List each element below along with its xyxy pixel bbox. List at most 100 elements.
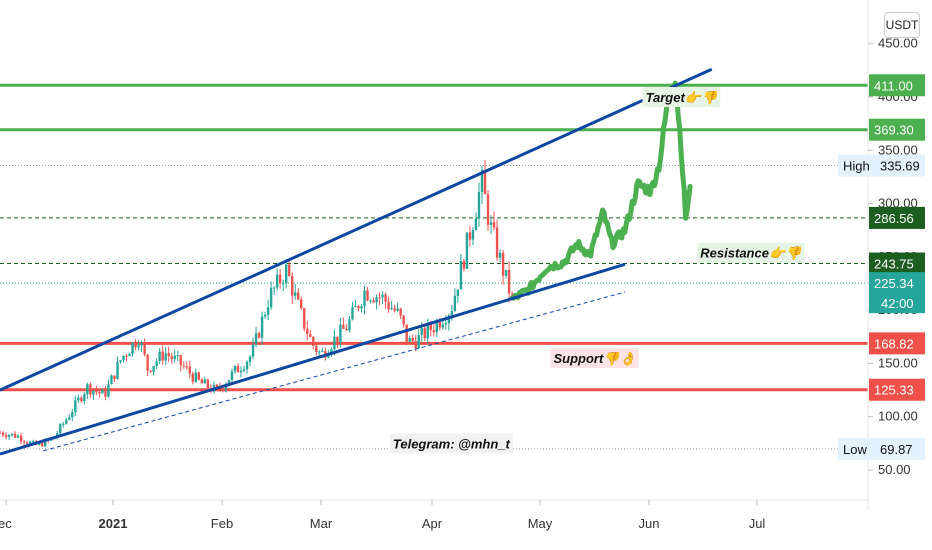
last-price-countdown: 42:00	[881, 296, 914, 311]
candle-body	[492, 222, 496, 228]
candle-body	[194, 372, 198, 382]
candle-body	[417, 334, 420, 349]
candle-body	[366, 290, 369, 301]
candle-body	[354, 305, 357, 308]
candle-body	[137, 345, 140, 348]
candle-body	[411, 338, 414, 341]
y-tick-label: 100.00	[878, 409, 918, 424]
candle-body	[260, 316, 264, 338]
candle-body	[269, 288, 273, 308]
candle-body	[315, 345, 318, 352]
candle-body	[501, 252, 505, 276]
candle-body	[504, 269, 508, 276]
candle-body	[173, 355, 176, 360]
candle-body	[432, 330, 435, 333]
candle-body	[489, 222, 493, 225]
candle-body	[387, 301, 390, 310]
candle-body	[321, 351, 324, 353]
candle-body	[498, 252, 502, 258]
trendline-support-dashed	[43, 291, 626, 452]
candle-body	[104, 389, 107, 397]
candle-body	[16, 435, 20, 438]
candle-body	[1, 432, 5, 436]
candle-body	[357, 305, 360, 309]
candle-body	[191, 373, 194, 382]
candle-body	[170, 356, 173, 360]
candle-body	[227, 380, 231, 385]
candle-body	[143, 342, 146, 355]
candle-body	[351, 307, 354, 320]
candle-body	[59, 424, 62, 434]
candle-body	[62, 423, 65, 425]
candle-body	[363, 290, 366, 307]
candle-body	[408, 338, 411, 342]
candle-body	[275, 274, 279, 288]
candle-body	[19, 435, 23, 442]
x-tick-label: 2021	[99, 516, 128, 531]
candle-body	[43, 439, 47, 447]
x-tick-label: Jul	[749, 516, 766, 531]
candle-body	[278, 274, 282, 284]
candle-body	[471, 230, 475, 240]
candle-body	[155, 361, 158, 366]
candle-body	[281, 283, 285, 285]
candle-body	[393, 308, 396, 311]
candle-body	[107, 384, 110, 397]
low-label: Low	[843, 442, 867, 457]
candle-body	[101, 389, 104, 394]
last-price-tag	[869, 272, 925, 314]
trendline-channel-bottom	[0, 262, 626, 456]
y-tick-label: 150.00	[878, 355, 918, 370]
candle-body	[303, 308, 306, 329]
annotation-label: Resistance👉👎	[700, 246, 803, 261]
candle-body	[158, 351, 161, 362]
candle-body	[369, 300, 372, 302]
annotation-background	[389, 433, 513, 454]
high-value: 335.69	[880, 159, 920, 174]
currency-unit-button[interactable]: USDT	[884, 12, 920, 38]
high-tag	[838, 154, 925, 177]
x-tick-label: Mar	[310, 516, 333, 531]
y-tick-label: 300.00	[878, 196, 918, 211]
y-tick-label: 50.00	[878, 462, 911, 477]
candle-body	[28, 441, 32, 444]
candle-body	[242, 369, 246, 371]
candle-body	[384, 294, 387, 302]
candle-body	[381, 294, 384, 298]
candle-body	[125, 355, 128, 357]
candle-body	[468, 232, 472, 240]
annotation: Target👉👎	[642, 87, 721, 107]
candle-body	[453, 295, 457, 312]
candle-body	[89, 384, 92, 395]
candle-body	[399, 308, 402, 316]
candle-body	[239, 370, 243, 373]
trendlines-layer	[0, 67, 713, 456]
candle-body	[74, 400, 77, 413]
level-price-label: 243.75	[874, 257, 914, 272]
candle-body	[474, 218, 478, 231]
annotation: Telegram: @mhn_t	[389, 433, 513, 454]
candle-body	[330, 349, 333, 354]
candle-body	[309, 334, 312, 337]
candle-body	[110, 375, 113, 385]
y-tick-label: 450.00	[878, 36, 918, 51]
candle-body	[441, 324, 445, 328]
candle-body	[348, 319, 351, 331]
candle-body	[122, 355, 125, 361]
candle-body	[510, 293, 514, 295]
candle-body	[164, 353, 167, 361]
candle-body	[0, 432, 2, 434]
candle-body	[92, 390, 95, 395]
candle-body	[116, 362, 119, 379]
annotation-background	[550, 348, 639, 369]
x-tick-label: May	[528, 516, 553, 531]
candle-body	[372, 300, 375, 303]
candle-body	[119, 360, 122, 363]
candle-body	[167, 353, 170, 357]
low-tag	[838, 437, 925, 460]
candle-body	[378, 297, 381, 299]
candle-body	[291, 276, 294, 296]
annotation-label: Target👉👎	[646, 90, 719, 105]
candle-body	[333, 336, 336, 350]
